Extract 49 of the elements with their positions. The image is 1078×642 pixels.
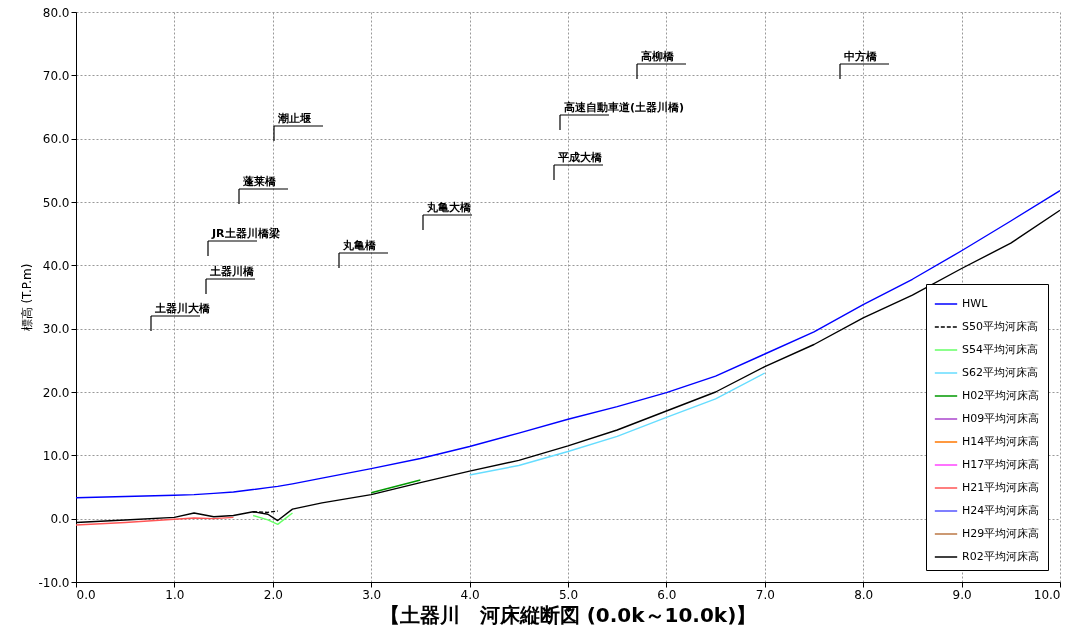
y-tick-label: 80.0 — [42, 5, 70, 20]
annotation: 蓬莱橋 — [242, 175, 277, 188]
legend-label: R02平均河床高 — [962, 550, 1039, 563]
x-tick-label: 0.0 — [76, 587, 96, 602]
annotation: 丸亀橋 — [342, 239, 377, 252]
x-tick-label: 4.0 — [460, 587, 480, 602]
y-tick-label: 10.0 — [42, 448, 70, 463]
legend-label: H09平均河床高 — [962, 412, 1040, 425]
y-axis-title: 標高 (T.P.m) — [20, 263, 35, 332]
y-tick-label: 70.0 — [42, 68, 70, 83]
line-series — [468, 372, 766, 476]
annotation: 高柳橋 — [641, 50, 675, 63]
x-tick-label: 2.0 — [263, 587, 283, 602]
y-tick-label: 20.0 — [42, 385, 70, 400]
legend-label: H14平均河床高 — [962, 435, 1040, 448]
x-tick-label: 8.0 — [854, 587, 874, 602]
annotation: 中方橋 — [844, 50, 878, 63]
legend-label: S50平均河床高 — [962, 320, 1038, 333]
x-tick-label: 5.0 — [558, 587, 579, 602]
y-tick-label: 50.0 — [42, 195, 70, 210]
legend-label: H29平均河床高 — [962, 527, 1040, 540]
y-tick-label: 30.0 — [42, 322, 70, 337]
legend-label: S54平均河床高 — [962, 343, 1038, 356]
x-tick-label: 1.0 — [165, 587, 185, 602]
x-tick-label: 9.0 — [952, 587, 972, 602]
x-tick-label: 3.0 — [362, 587, 382, 602]
legend-label: H21平均河床高 — [962, 481, 1040, 494]
x-tick-label: 7.0 — [755, 587, 775, 602]
legend-label: S62平均河床高 — [962, 366, 1038, 379]
annotation: JR土器川橋梁 — [211, 227, 280, 240]
legend-label: HWL — [962, 297, 989, 310]
annotation: 土器川橋 — [209, 265, 255, 278]
x-tick-label: 10.0 — [1033, 587, 1061, 602]
y-tick-label: 0.0 — [50, 512, 70, 527]
annotation: 土器川大橋 — [154, 302, 211, 315]
y-tick-label: -10.0 — [38, 575, 70, 590]
line-series — [76, 516, 235, 526]
legend-label: H02平均河床高 — [962, 389, 1040, 402]
legend-label: H17平均河床高 — [962, 458, 1040, 471]
text: 【土器川 河床縦断図 (0.0k～10.0k)】 — [379, 603, 757, 627]
legend-label: H24平均河床高 — [962, 504, 1040, 517]
annotation: 丸亀大橋 — [426, 201, 472, 214]
line-series — [252, 512, 294, 526]
y-tick-label: 60.0 — [42, 132, 70, 147]
x-tick-label: 6.0 — [657, 587, 677, 602]
annotation: 潮止堰 — [277, 112, 311, 125]
annotation: 平成大橋 — [557, 151, 603, 164]
y-tick-label: 40.0 — [42, 258, 70, 273]
annotation: 高速自動車道(土器川橋) — [564, 101, 685, 114]
